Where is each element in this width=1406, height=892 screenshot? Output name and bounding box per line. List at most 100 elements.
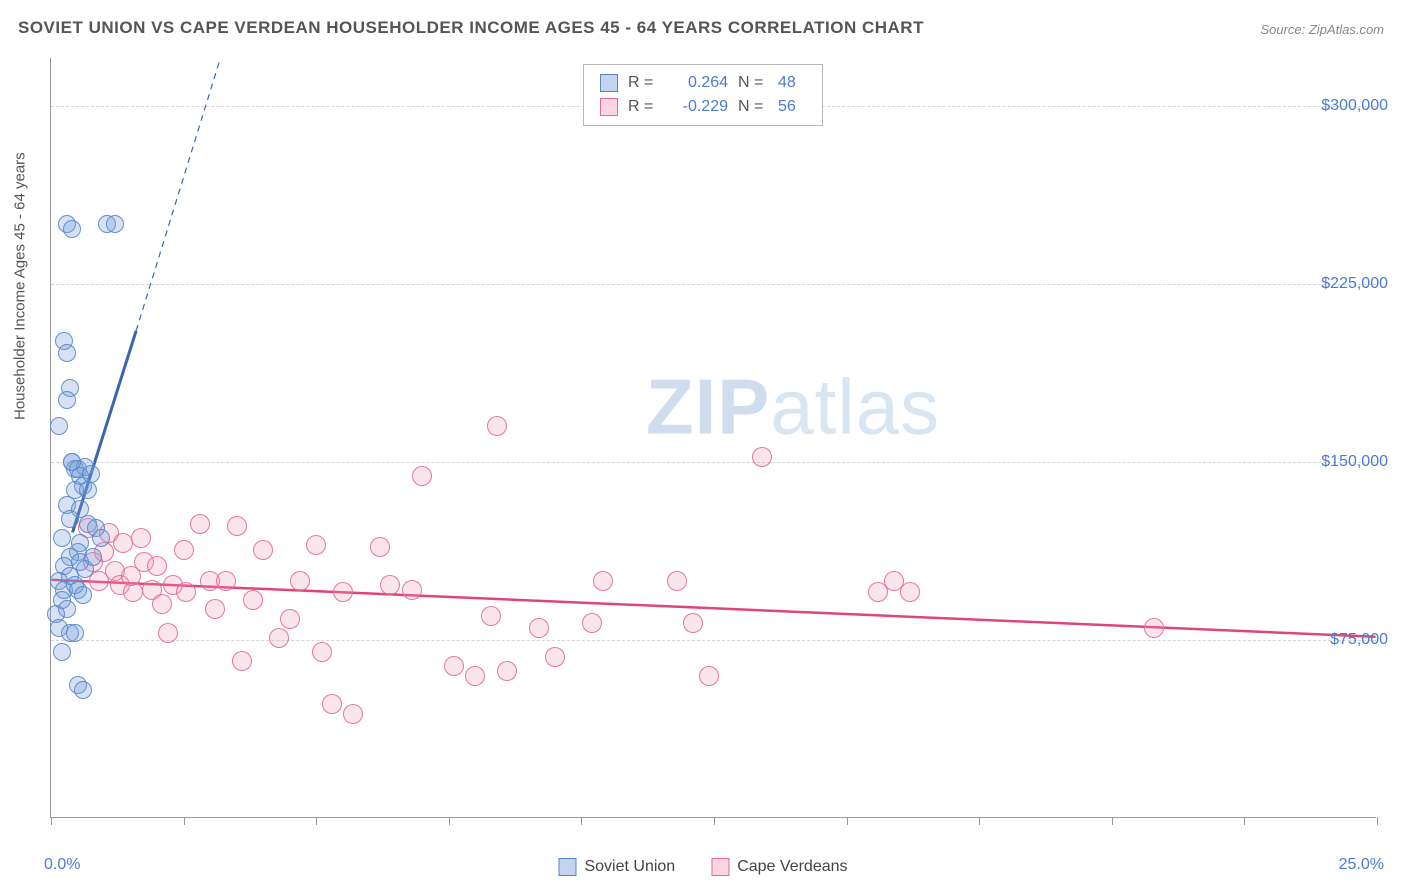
scatter-point xyxy=(593,571,613,591)
scatter-point xyxy=(205,599,225,619)
scatter-point xyxy=(47,605,65,623)
n-label: N = xyxy=(738,95,768,119)
scatter-point xyxy=(868,582,888,602)
scatter-point xyxy=(174,540,194,560)
x-tick xyxy=(449,817,450,825)
bottom-legend: Soviet Union Cape Verdeans xyxy=(558,858,847,876)
scatter-point xyxy=(79,515,97,533)
scatter-point xyxy=(71,500,89,518)
x-tick xyxy=(581,817,582,825)
scatter-point xyxy=(61,548,79,566)
scatter-point xyxy=(142,580,162,600)
scatter-point xyxy=(253,540,273,560)
plot-area: ZIPatlas xyxy=(50,58,1376,818)
trend-line xyxy=(73,331,137,533)
scatter-point xyxy=(105,561,125,581)
x-tick xyxy=(184,817,185,825)
scatter-point xyxy=(50,572,68,590)
scatter-point xyxy=(900,582,920,602)
legend-label: Soviet Union xyxy=(584,858,675,876)
scatter-point xyxy=(280,609,300,629)
scatter-point xyxy=(752,447,772,467)
r-label: R = xyxy=(628,95,658,119)
scatter-point xyxy=(232,651,252,671)
gridline xyxy=(51,284,1376,285)
scatter-point xyxy=(333,582,353,602)
scatter-point xyxy=(497,661,517,681)
scatter-point xyxy=(92,529,110,547)
scatter-point xyxy=(61,567,79,585)
watermark-text: ZIPatlas xyxy=(646,362,940,453)
scatter-point xyxy=(66,481,84,499)
stats-row-series1: R = 0.264 N = 48 xyxy=(600,71,806,95)
scatter-point xyxy=(79,481,97,499)
scatter-point xyxy=(74,681,92,699)
swatch-icon xyxy=(711,858,729,876)
scatter-point xyxy=(190,514,210,534)
scatter-point xyxy=(76,458,94,476)
scatter-point xyxy=(69,581,87,599)
scatter-point xyxy=(216,571,236,591)
scatter-point xyxy=(53,529,71,547)
scatter-point xyxy=(71,467,89,485)
scatter-point xyxy=(545,647,565,667)
scatter-point xyxy=(55,557,73,575)
scatter-point xyxy=(370,537,390,557)
scatter-point xyxy=(582,613,602,633)
scatter-point xyxy=(58,600,76,618)
r-label: R = xyxy=(628,71,658,95)
scatter-point xyxy=(58,391,76,409)
source-label: Source: ZipAtlas.com xyxy=(1260,22,1384,37)
y-axis-label: Householder Income Ages 45 - 64 years xyxy=(12,152,29,420)
scatter-point xyxy=(322,694,342,714)
legend-item-series2: Cape Verdeans xyxy=(711,858,847,876)
scatter-point xyxy=(50,619,68,637)
scatter-point xyxy=(89,571,109,591)
stats-row-series2: R = -0.229 N = 56 xyxy=(600,95,806,119)
scatter-point xyxy=(1144,618,1164,638)
scatter-point xyxy=(481,606,501,626)
swatch-icon xyxy=(600,98,618,116)
scatter-point xyxy=(58,215,76,233)
scatter-point xyxy=(667,571,687,591)
trend-lines-layer xyxy=(51,58,1376,817)
x-tick xyxy=(1244,817,1245,825)
trend-line xyxy=(136,58,279,331)
scatter-point xyxy=(444,656,464,676)
y-tick-label: $300,000 xyxy=(1321,97,1388,115)
scatter-point xyxy=(50,417,68,435)
y-tick-label: $75,000 xyxy=(1330,631,1388,649)
gridline xyxy=(51,462,1376,463)
n-value: 56 xyxy=(778,95,806,119)
scatter-point xyxy=(53,643,71,661)
x-tick xyxy=(1377,817,1378,825)
scatter-point xyxy=(147,556,167,576)
scatter-point xyxy=(343,704,363,724)
scatter-point xyxy=(312,642,332,662)
scatter-point xyxy=(683,613,703,633)
legend-label: Cape Verdeans xyxy=(737,858,847,876)
gridline xyxy=(51,640,1376,641)
legend-item-series1: Soviet Union xyxy=(558,858,675,876)
r-value: -0.229 xyxy=(668,95,728,119)
scatter-point xyxy=(412,466,432,486)
scatter-point xyxy=(110,575,130,595)
scatter-point xyxy=(87,519,105,537)
trend-line xyxy=(51,580,1375,637)
scatter-point xyxy=(61,379,79,397)
scatter-point xyxy=(529,618,549,638)
n-value: 48 xyxy=(778,71,806,95)
scatter-point xyxy=(123,582,143,602)
scatter-point xyxy=(61,510,79,528)
scatter-point xyxy=(243,590,263,610)
scatter-point xyxy=(98,215,116,233)
y-tick-label: $225,000 xyxy=(1321,275,1388,293)
scatter-point xyxy=(66,576,84,594)
watermark-zip: ZIP xyxy=(646,363,770,451)
watermark-atlas: atlas xyxy=(770,363,940,451)
scatter-point xyxy=(884,571,904,591)
x-axis-min-label: 0.0% xyxy=(44,856,80,874)
scatter-point xyxy=(53,591,71,609)
chart-title: SOVIET UNION VS CAPE VERDEAN HOUSEHOLDER… xyxy=(18,18,924,38)
scatter-point xyxy=(99,523,119,543)
